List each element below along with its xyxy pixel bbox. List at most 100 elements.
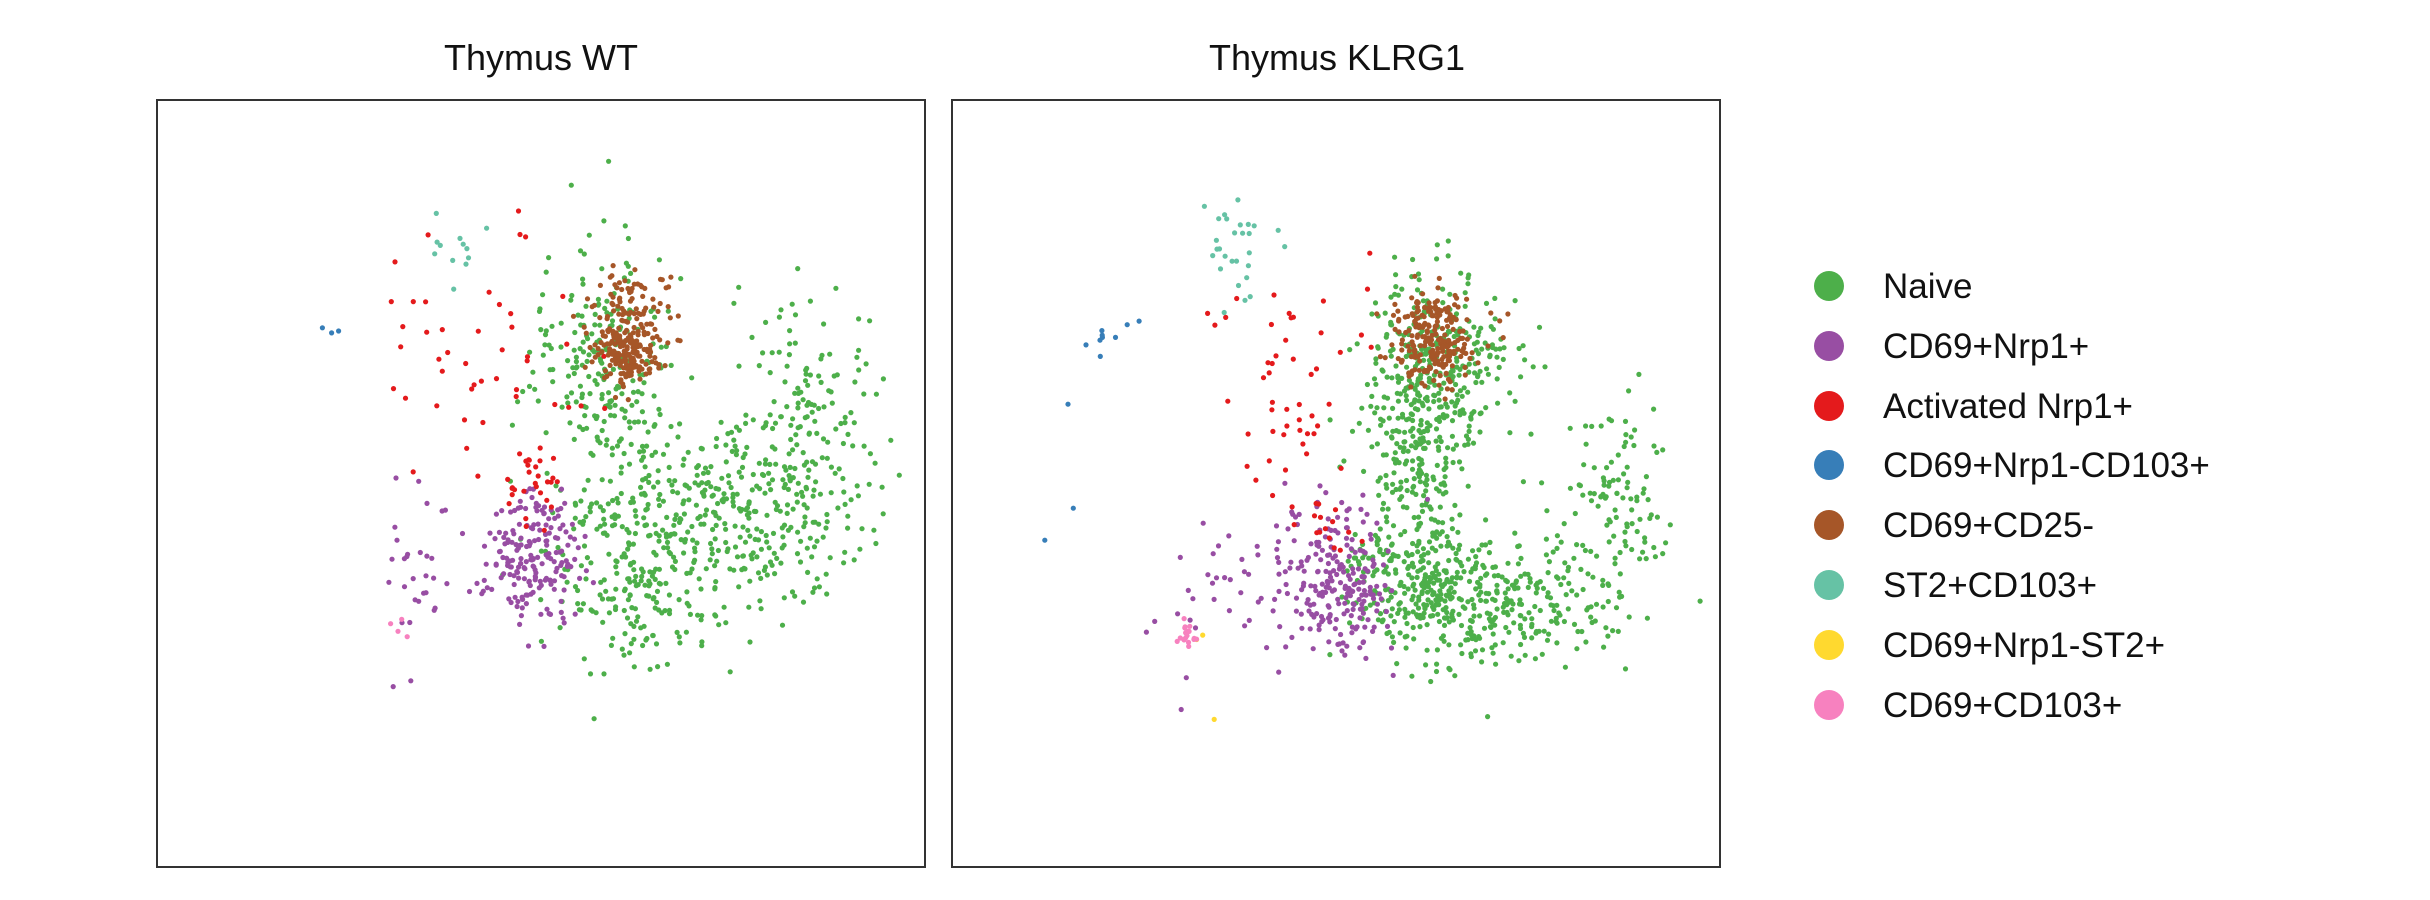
data-point — [1408, 443, 1414, 449]
legend-item: CD69+Nrp1-ST2+ — [1814, 626, 2165, 665]
data-point — [577, 346, 583, 352]
data-point — [1467, 355, 1473, 362]
data-point — [505, 476, 511, 482]
data-point — [896, 472, 902, 478]
data-point — [630, 541, 637, 547]
data-point — [1580, 492, 1586, 498]
data-point — [1404, 397, 1410, 403]
data-point — [618, 470, 624, 476]
data-point — [1342, 600, 1348, 606]
data-point — [1226, 608, 1232, 614]
data-point — [1357, 547, 1363, 553]
data-point — [568, 297, 574, 303]
data-point — [511, 507, 518, 514]
data-point — [664, 539, 671, 546]
data-point — [601, 577, 607, 583]
data-point — [1591, 465, 1597, 471]
data-point — [1623, 439, 1629, 445]
data-point — [518, 504, 524, 510]
data-point — [1565, 568, 1571, 574]
data-point — [856, 347, 862, 353]
data-point — [665, 340, 671, 346]
data-point — [530, 369, 536, 375]
data-point — [555, 535, 561, 541]
data-point — [653, 552, 659, 558]
data-point — [597, 315, 603, 321]
data-point — [1516, 658, 1522, 664]
data-point — [1497, 318, 1503, 324]
data-point — [1621, 443, 1627, 450]
data-point — [1344, 643, 1350, 649]
data-point — [1233, 258, 1240, 264]
data-point — [808, 401, 815, 407]
data-point — [1308, 371, 1314, 377]
data-point — [1494, 606, 1500, 612]
data-point — [1380, 500, 1387, 506]
data-point — [1327, 417, 1333, 423]
data-point — [479, 591, 485, 597]
data-point — [1436, 414, 1442, 421]
data-point — [461, 417, 468, 423]
data-point — [1454, 355, 1460, 361]
data-point — [1622, 418, 1629, 424]
data-point — [1410, 624, 1416, 631]
data-point — [1445, 253, 1451, 259]
data-point — [1350, 566, 1356, 572]
data-point — [1235, 197, 1241, 203]
data-point — [1381, 405, 1387, 411]
data-point — [732, 443, 738, 449]
data-point — [1235, 282, 1242, 289]
data-point — [1426, 539, 1433, 545]
data-point — [1471, 605, 1477, 611]
data-point — [708, 484, 714, 490]
data-point — [607, 362, 613, 368]
data-point — [631, 559, 637, 565]
data-point — [756, 460, 762, 466]
data-point — [1347, 347, 1353, 353]
data-point — [1456, 372, 1462, 378]
data-point — [1425, 550, 1431, 556]
data-point — [509, 324, 515, 330]
data-point — [526, 469, 532, 475]
data-point — [1304, 600, 1310, 606]
data-point — [1437, 404, 1443, 410]
data-point — [1425, 337, 1431, 343]
data-point — [804, 545, 810, 551]
data-point — [1433, 597, 1439, 603]
data-point — [1404, 487, 1410, 494]
data-point — [1389, 489, 1396, 495]
data-point — [604, 532, 610, 538]
data-point — [795, 400, 801, 406]
data-point — [1465, 281, 1471, 287]
data-point — [1276, 559, 1282, 566]
data-point — [859, 526, 865, 532]
data-point — [1340, 640, 1346, 646]
data-point — [668, 362, 674, 368]
data-point — [654, 599, 660, 606]
data-point — [1307, 626, 1313, 632]
data-point — [526, 383, 533, 389]
data-point — [1412, 406, 1418, 412]
data-point — [523, 234, 529, 240]
data-point — [841, 560, 847, 566]
data-point — [1297, 427, 1303, 433]
data-point — [610, 294, 616, 300]
data-point — [692, 545, 698, 551]
data-point — [1435, 444, 1441, 450]
data-point — [516, 575, 522, 581]
data-point — [845, 525, 851, 531]
data-point — [464, 445, 470, 451]
data-point — [836, 466, 842, 472]
data-point — [1332, 507, 1339, 513]
data-point — [1388, 613, 1394, 619]
data-point — [612, 512, 618, 518]
data-point — [627, 592, 633, 599]
data-point — [1389, 375, 1395, 381]
data-point — [1433, 426, 1440, 432]
data-point — [793, 432, 799, 438]
data-point — [1296, 417, 1302, 423]
data-point — [1313, 500, 1319, 507]
data-point — [699, 643, 705, 649]
data-point — [702, 512, 708, 518]
data-point — [762, 423, 769, 429]
